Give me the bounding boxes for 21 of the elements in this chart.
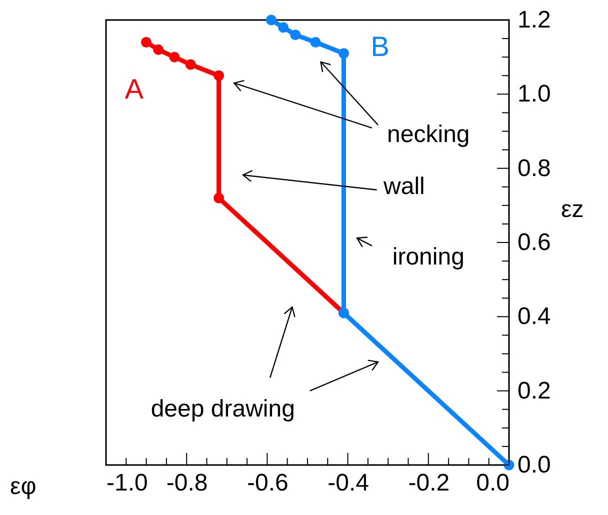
x-tick-label: -0.8 [166, 470, 208, 496]
x-tick-label: -0.2 [408, 470, 450, 496]
annotation: necking [387, 120, 470, 148]
y-tick-label: 0.8 [518, 154, 551, 182]
x-tick-label: -0.6 [247, 470, 288, 496]
series-label: A [124, 73, 144, 104]
annotation: ironing [392, 243, 464, 270]
y-tick-label: 1.2 [518, 6, 551, 34]
annotation: wall [382, 172, 425, 200]
x-tick-label: -1.0 [106, 470, 148, 496]
x-tick-label: -0.4 [328, 470, 369, 496]
annotation: deep drawing [150, 395, 295, 422]
y-tick-label: 0.2 [518, 377, 551, 404]
x-tick-label: 0.0 [476, 470, 510, 496]
x-axis-title: εφ [10, 473, 36, 500]
series-label: B [370, 30, 390, 62]
y-axis-title: εz [561, 196, 584, 223]
y-tick-label: 0.0 [518, 452, 551, 478]
y-tick-label: 1.0 [518, 80, 551, 108]
y-tick-label: 0.4 [518, 303, 551, 330]
y-tick-label: 0.6 [518, 229, 551, 256]
